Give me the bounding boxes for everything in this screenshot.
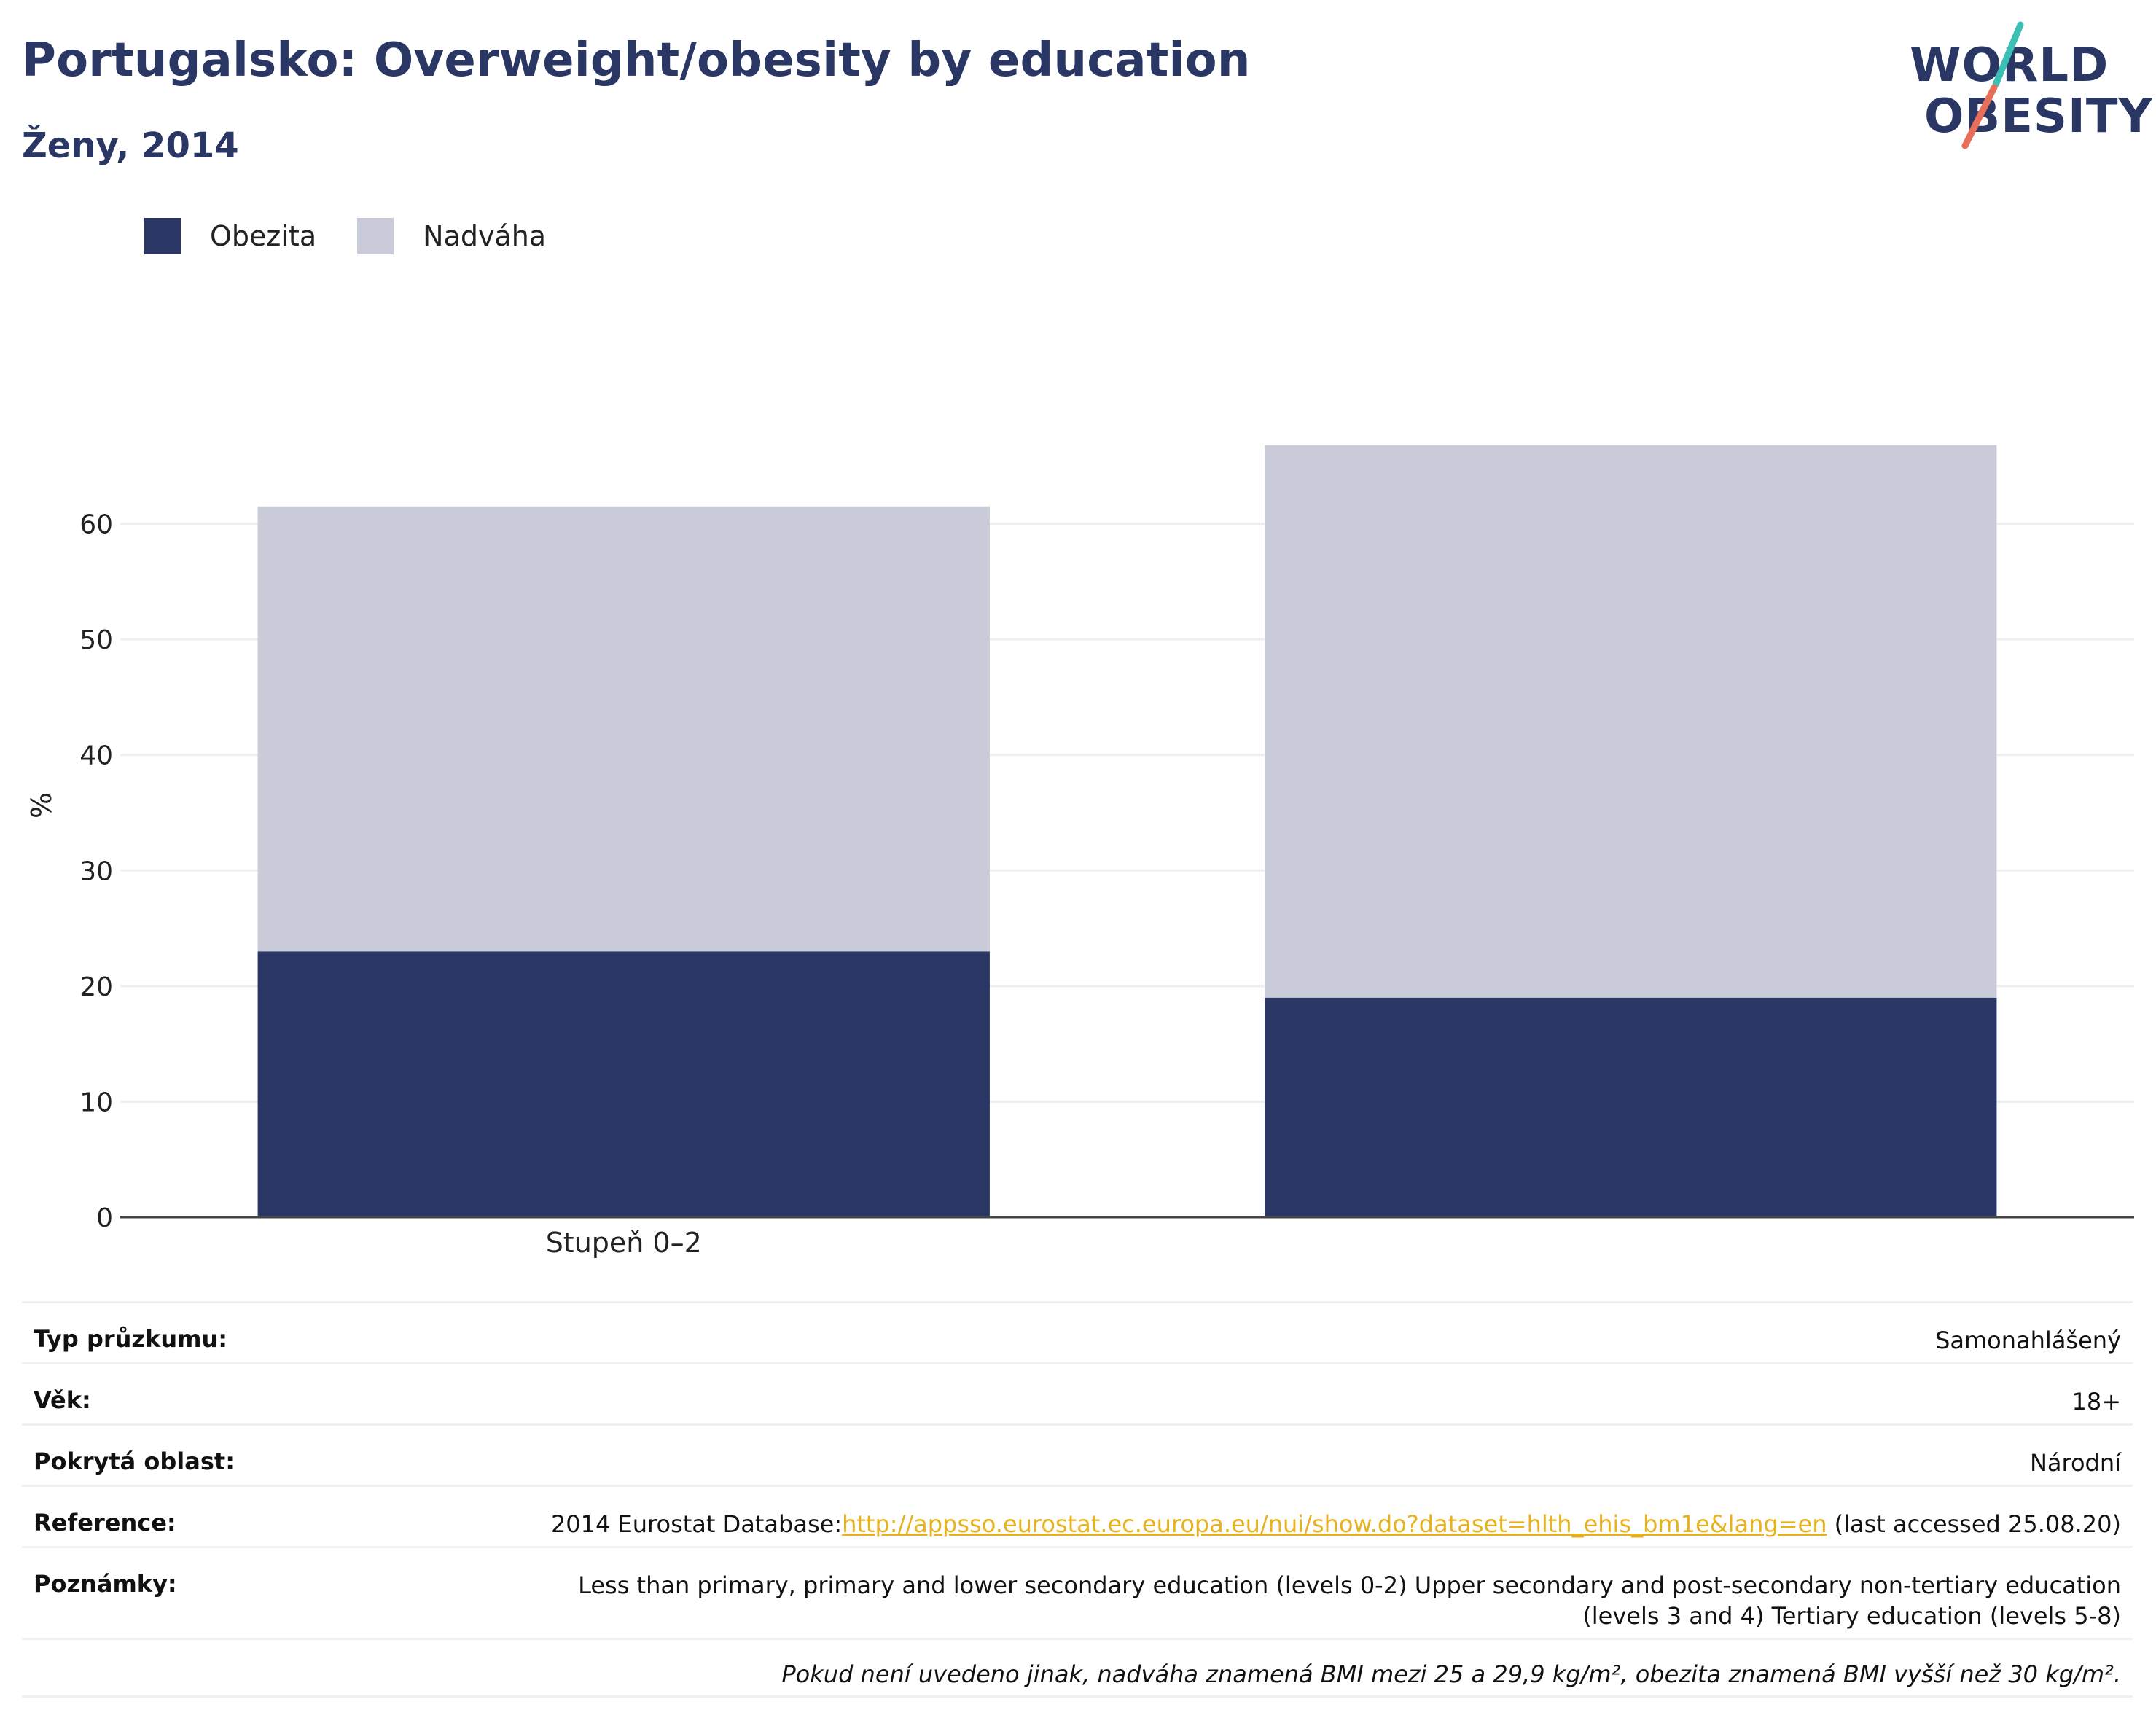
chart-legend: Obezita Nadváha [144, 216, 587, 257]
legend-item-nadvaha[interactable]: Nadváha [357, 218, 546, 254]
y-axis-title: % [26, 792, 58, 819]
y-tick-label: 60 [79, 510, 113, 540]
notes-line-2: (levels 3 and 4) Tertiary education (lev… [1582, 1602, 2121, 1630]
legend-item-obezita[interactable]: Obezita [144, 218, 316, 254]
bar-segment-nadvaha [1265, 445, 1997, 998]
bar-segment-nadvaha [257, 506, 990, 952]
logo-slash-icon [1961, 21, 2024, 149]
info-key-notes: Poznámky: [34, 1570, 177, 1598]
info-value-reference: 2014 Eurostat Database:http://appsso.eur… [551, 1509, 2121, 1539]
y-tick-label: 10 [79, 1087, 113, 1117]
world-obesity-logo: WORLD OBESITY [1895, 20, 2152, 152]
legend-swatch-nadvaha [357, 218, 394, 254]
notes-line-1: Less than primary, primary and lower sec… [578, 1571, 2121, 1599]
y-tick-label: 20 [79, 972, 113, 1002]
legend-label-obezita: Obezita [210, 220, 317, 252]
y-tick-label: 50 [79, 625, 113, 655]
reference-link[interactable]: http://appsso.eurostat.ec.europa.eu/nui/… [842, 1510, 1827, 1538]
info-row-reference: Reference: 2014 Eurostat Database:http:/… [22, 1485, 2133, 1546]
info-row-notes: Poznámky: Less than primary, primary and… [22, 1546, 2133, 1638]
stacked-bar-chart: 0 10 20 30 40 50 60% Stupeň 0–2 [26, 445, 2134, 1259]
logo-line-2: OBESITY [1924, 90, 2153, 144]
bar-segment-obezita [257, 951, 990, 1217]
footnote: Pokud není uvedeno jinak, nadváha znamen… [22, 1638, 2133, 1698]
info-row-age: Věk: 18+ [22, 1362, 2133, 1423]
y-tick-label: 0 [96, 1203, 113, 1233]
info-key-age: Věk: [34, 1386, 91, 1414]
page-subtitle: Ženy, 2014 [22, 125, 239, 166]
page-title: Portugalsko: Overweight/obesity by educa… [22, 34, 1251, 87]
bar-segment-obezita [1265, 997, 1997, 1217]
info-value-notes: Less than primary, primary and lower sec… [578, 1570, 2121, 1631]
legend-swatch-obezita [144, 218, 181, 254]
y-tick-label: 30 [79, 856, 113, 886]
info-value-coverage: Národní [2029, 1449, 2121, 1477]
reference-suffix: (last accessed 25.08.20) [1827, 1510, 2121, 1538]
x-tick-label: Stupeň 0–2 [546, 1227, 702, 1259]
info-row-survey-type: Typ průzkumu: Samonahlášený [22, 1301, 2133, 1362]
legend-label-nadvaha: Nadváha [423, 220, 547, 252]
info-value-age: 18+ [2071, 1388, 2121, 1415]
info-key-survey-type: Typ průzkumu: [34, 1325, 228, 1353]
info-value-survey-type: Samonahlášený [1935, 1327, 2121, 1354]
info-table: Typ průzkumu: Samonahlášený Věk: 18+ Pok… [22, 1301, 2133, 1698]
info-key-reference: Reference: [34, 1509, 176, 1536]
reference-prefix: 2014 Eurostat Database: [550, 1510, 843, 1538]
info-row-coverage: Pokrytá oblast: Národní [22, 1423, 2133, 1485]
y-tick-label: 40 [79, 741, 113, 771]
info-key-coverage: Pokrytá oblast: [34, 1448, 235, 1475]
